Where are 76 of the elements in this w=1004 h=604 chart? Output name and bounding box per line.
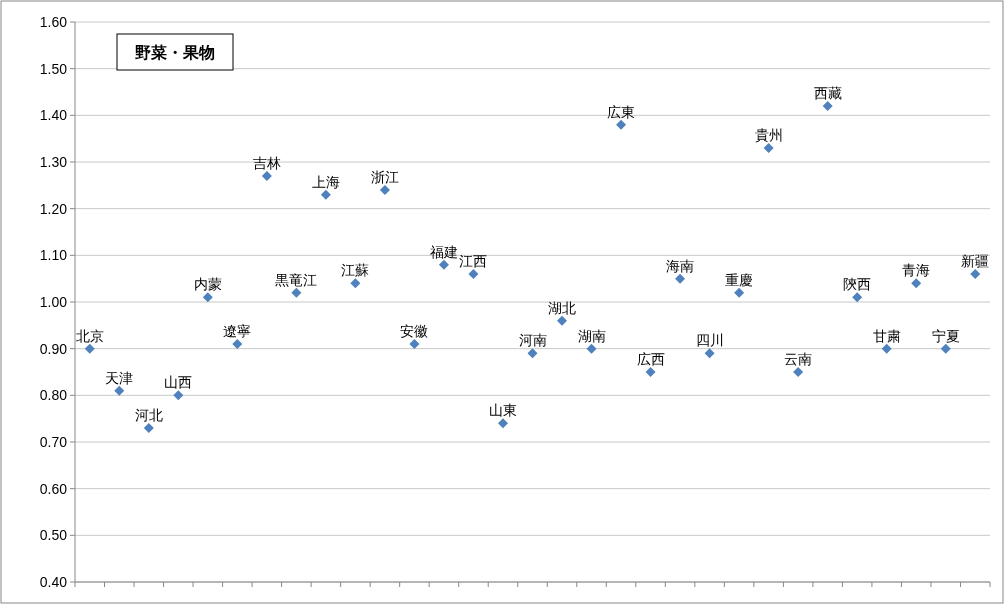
- point: [911, 278, 922, 289]
- y-tick-label: 0.40: [39, 574, 68, 590]
- point: [527, 348, 538, 359]
- x-tick-label: 福建: [429, 243, 458, 260]
- point: [438, 259, 449, 270]
- x-tick-label: 黒竜江: [275, 271, 318, 288]
- point: [645, 367, 656, 377]
- y-tick-label: 0.60: [39, 480, 68, 497]
- point: [350, 278, 361, 289]
- x-tick-label: 天津: [105, 369, 134, 386]
- x-tick-label: 江蘇: [341, 262, 370, 279]
- x-tick-label: 陝西: [843, 276, 872, 293]
- x-tick-label: 宁夏: [931, 327, 960, 344]
- x-tick-label: 遼寧: [223, 323, 252, 339]
- y-tick-label: 0.50: [39, 527, 68, 544]
- y-tick-label: 1.50: [39, 60, 68, 77]
- y-tick-label: 1.30: [39, 154, 68, 170]
- point: [616, 119, 627, 130]
- point: [173, 390, 184, 401]
- x-tick-label: 内蒙: [193, 276, 222, 293]
- y-tick-label: 1.10: [39, 247, 68, 264]
- x-tick-label: 安徽: [400, 323, 429, 339]
- point: [734, 287, 745, 298]
- y-tick-label: 0.90: [39, 340, 68, 357]
- point: [704, 348, 715, 359]
- point: [881, 343, 892, 354]
- x-tick-label: 貴州: [754, 127, 783, 143]
- y-tick-label: 0.80: [39, 387, 68, 404]
- point: [202, 292, 213, 303]
- x-tick-label: 西藏: [813, 85, 842, 101]
- y-tick-label: 1.20: [39, 200, 68, 217]
- x-tick-label: 江西: [459, 253, 488, 269]
- point: [763, 143, 774, 153]
- x-tick-label: 広東: [607, 103, 636, 120]
- point: [793, 367, 804, 377]
- x-tick-label: 河南: [518, 332, 547, 349]
- point: [822, 101, 833, 111]
- point: [557, 315, 568, 326]
- point: [232, 339, 243, 349]
- point: [261, 171, 272, 181]
- point: [409, 339, 420, 349]
- y-tick-label: 1.60: [39, 14, 68, 30]
- x-tick-label: 新疆: [961, 253, 990, 269]
- x-tick-label: 山東: [488, 402, 517, 419]
- point: [586, 343, 597, 354]
- x-tick-label: 青海: [902, 262, 931, 279]
- x-tick-label: 浙江: [370, 169, 399, 185]
- point: [970, 269, 981, 279]
- x-tick-label: 北京: [75, 327, 104, 344]
- point: [852, 292, 863, 303]
- text: 野菜・果物: [135, 44, 215, 61]
- point: [379, 185, 390, 195]
- y-tick-label: 0.70: [39, 434, 68, 450]
- x-tick-label: 河北: [134, 407, 163, 423]
- x-tick-label: 湖南: [577, 327, 606, 344]
- point: [940, 343, 951, 354]
- x-tick-label: 海南: [666, 257, 695, 274]
- y-tick-label: 1.00: [39, 294, 68, 310]
- point: [114, 385, 125, 396]
- x-tick-label: 四川: [695, 332, 724, 349]
- x-tick-label: 云南: [784, 351, 813, 367]
- x-tick-label: 甘粛: [872, 327, 901, 344]
- x-tick-label: 広西: [636, 351, 665, 367]
- point: [675, 273, 686, 284]
- x-tick-label: 山西: [164, 374, 193, 391]
- y-tick-label: 1.40: [39, 107, 68, 124]
- point: [497, 418, 508, 429]
- x-tick-label: 湖北: [548, 299, 577, 316]
- point: [468, 269, 479, 279]
- x-tick-label: 上海: [311, 173, 340, 190]
- point: [291, 287, 302, 298]
- point: [320, 189, 331, 200]
- x-tick-label: 重慶: [725, 271, 754, 288]
- point: [143, 423, 154, 433]
- x-tick-label: 吉林: [252, 155, 281, 171]
- point: [84, 343, 95, 354]
